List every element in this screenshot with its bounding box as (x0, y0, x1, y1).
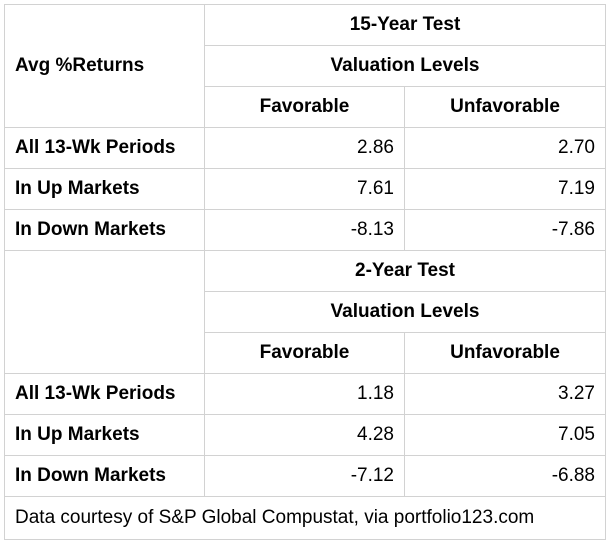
value-favorable: -7.12 (204, 455, 405, 497)
row-label: All 13-Wk Periods (4, 127, 205, 169)
value-unfavorable: -7.86 (404, 209, 606, 251)
table-row: In Up Markets 7.61 7.19 (4, 168, 606, 210)
value-unfavorable: -6.88 (404, 455, 606, 497)
section2-valuation-label: Valuation Levels (204, 291, 606, 333)
corner-label: Avg %Returns (4, 4, 205, 128)
section1-col-header-unfavorable: Unfavorable (404, 86, 606, 128)
section1-valuation-label: Valuation Levels (204, 45, 606, 87)
section2-corner-empty (4, 250, 205, 374)
value-unfavorable: 7.19 (404, 168, 606, 210)
value-favorable: 7.61 (204, 168, 405, 210)
section2-col-header-unfavorable: Unfavorable (404, 332, 606, 374)
row-label: In Up Markets (4, 168, 205, 210)
section2-col-header-favorable: Favorable (204, 332, 405, 374)
value-unfavorable: 7.05 (404, 414, 606, 456)
row-label: In Up Markets (4, 414, 205, 456)
section1-col-header-favorable: Favorable (204, 86, 405, 128)
row-label: In Down Markets (4, 209, 205, 251)
section1-title: 15-Year Test (204, 4, 606, 46)
section2-title: 2-Year Test (204, 250, 606, 292)
row-label: All 13-Wk Periods (4, 373, 205, 415)
table-row: All 13-Wk Periods 1.18 3.27 (4, 373, 606, 415)
value-favorable: 4.28 (204, 414, 405, 456)
value-unfavorable: 3.27 (404, 373, 606, 415)
table-row: In Down Markets -7.12 -6.88 (4, 455, 606, 497)
value-favorable: 1.18 (204, 373, 405, 415)
value-favorable: 2.86 (204, 127, 405, 169)
table-row: In Up Markets 4.28 7.05 (4, 414, 606, 456)
returns-table-container: Avg %Returns 15-Year Test Valuation Leve… (4, 4, 606, 540)
value-favorable: -8.13 (204, 209, 405, 251)
data-courtesy-footer: Data courtesy of S&P Global Compustat, v… (4, 496, 606, 540)
table-row: All 13-Wk Periods 2.86 2.70 (4, 127, 606, 169)
avg-returns-table: Avg %Returns 15-Year Test Valuation Leve… (4, 4, 606, 540)
table-row: In Down Markets -8.13 -7.86 (4, 209, 606, 251)
row-label: In Down Markets (4, 455, 205, 497)
value-unfavorable: 2.70 (404, 127, 606, 169)
